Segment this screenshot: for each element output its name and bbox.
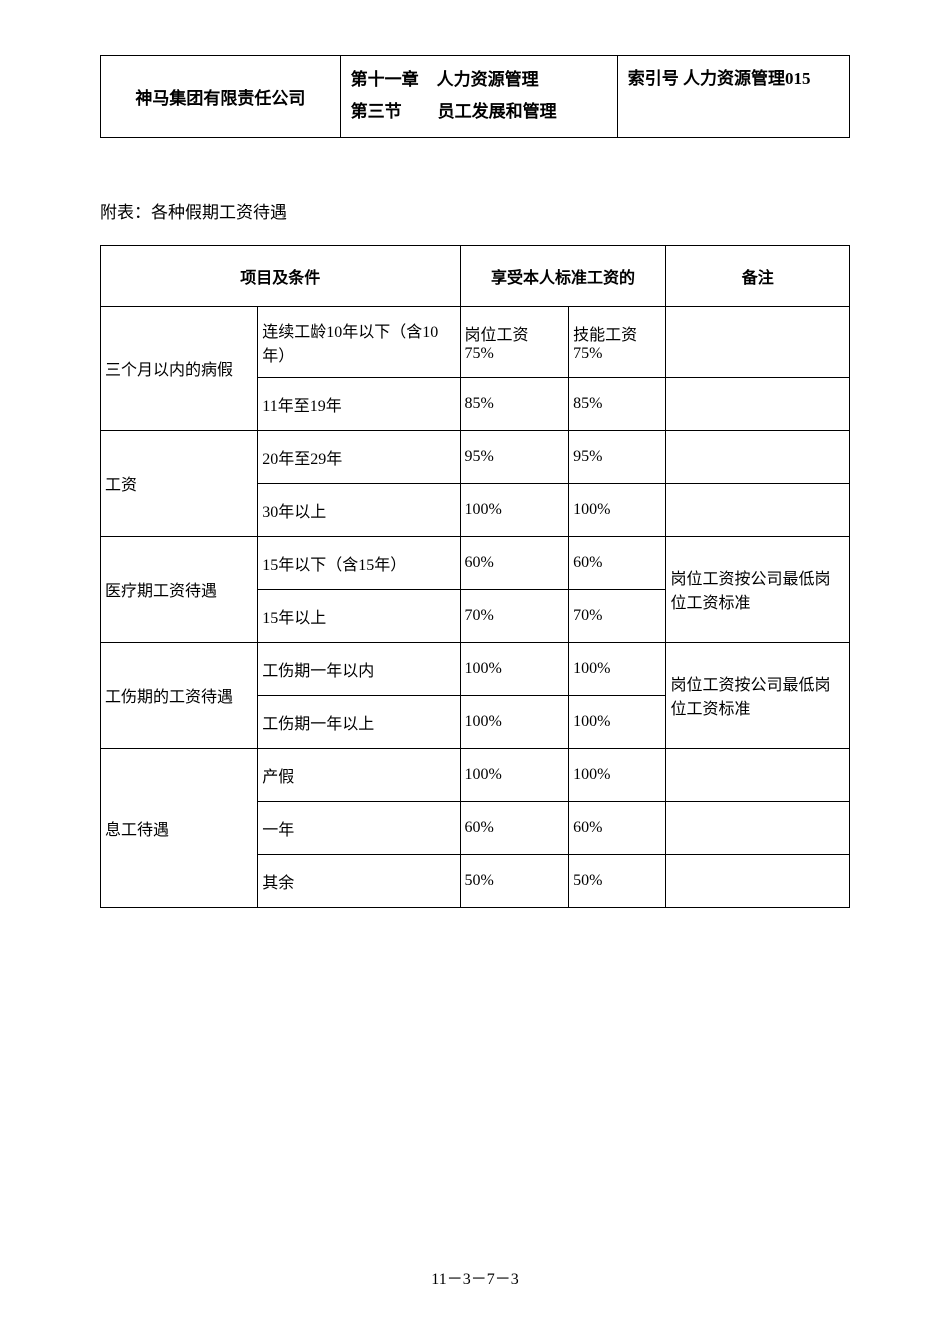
percentage-cell: 100% (460, 483, 569, 536)
percentage-cell: 技能工资 75% (569, 306, 666, 377)
page-number: 11－3－7－3 (0, 1265, 950, 1289)
note-cell (666, 430, 850, 483)
note-cell (666, 483, 850, 536)
condition-cell: 连续工龄10年以下（含10年） (258, 306, 460, 377)
percentage-cell: 岗位工资 75% (460, 306, 569, 377)
percentage-cell: 100% (569, 483, 666, 536)
condition-cell: 一年 (258, 801, 460, 854)
condition-cell: 20年至29年 (258, 430, 460, 483)
company-name: 神马集团有限责任公司 (135, 89, 305, 108)
percentage-cell: 85% (569, 377, 666, 430)
attachment-title: 附表：各种假期工资待遇 (100, 198, 850, 223)
category-cell: 工资 (101, 430, 258, 536)
percentage-cell: 60% (569, 801, 666, 854)
condition-cell: 工伤期一年以上 (258, 695, 460, 748)
percentage-cell: 100% (569, 642, 666, 695)
section-number: 第三节 (351, 102, 402, 121)
p1-value: 75% (465, 345, 494, 362)
section-line: 第三节 员工发展和管理 (351, 96, 607, 128)
chapter-number: 第十一章 (351, 70, 419, 89)
table-row: 三个月以内的病假 连续工龄10年以下（含10年） 岗位工资 75% 技能工资 7… (101, 306, 850, 377)
condition-text: 连续工龄10年以下（含10年） (262, 324, 438, 365)
percentage-cell: 60% (569, 536, 666, 589)
percentage-cell: 60% (460, 801, 569, 854)
chapter-section-cell: 第十一章人力资源管理 第三节 员工发展和管理 (340, 56, 617, 138)
sub-header-p1: 岗位工资 (465, 327, 529, 344)
category-cell: 医疗期工资待遇 (101, 536, 258, 642)
document-header-table: 神马集团有限责任公司 第十一章人力资源管理 第三节 员工发展和管理 索引号 人力资… (100, 55, 850, 138)
section-title: 员工发展和管理 (438, 102, 557, 121)
note-cell (666, 748, 850, 801)
header-salary-percentage: 享受本人标准工资的 (460, 245, 666, 306)
note-cell: 岗位工资按公司最低岗位工资标准 (666, 536, 850, 642)
index-value: 人力资源管理015 (683, 69, 811, 88)
p2-value: 75% (573, 345, 602, 362)
table-row: 工资 20年至29年 95% 95% (101, 430, 850, 483)
note-cell (666, 377, 850, 430)
percentage-cell: 95% (569, 430, 666, 483)
note-cell (666, 801, 850, 854)
condition-cell: 工伤期一年以内 (258, 642, 460, 695)
index-label: 索引号 (628, 69, 679, 88)
table-row: 工伤期的工资待遇 工伤期一年以内 100% 100% 岗位工资按公司最低岗位工资… (101, 642, 850, 695)
condition-cell: 产假 (258, 748, 460, 801)
percentage-cell: 70% (460, 589, 569, 642)
index-cell: 索引号 人力资源管理015 (617, 56, 849, 138)
table-row: 息工待遇 产假 100% 100% (101, 748, 850, 801)
percentage-cell: 100% (569, 748, 666, 801)
note-cell (666, 306, 850, 377)
percentage-cell: 100% (460, 748, 569, 801)
note-cell: 岗位工资按公司最低岗位工资标准 (666, 642, 850, 748)
percentage-cell: 60% (460, 536, 569, 589)
sub-header-p2: 技能工资 (573, 327, 637, 344)
condition-cell: 15年以上 (258, 589, 460, 642)
table-row: 医疗期工资待遇 15年以下（含15年） 60% 60% 岗位工资按公司最低岗位工… (101, 536, 850, 589)
percentage-cell: 100% (460, 695, 569, 748)
percentage-cell: 70% (569, 589, 666, 642)
header-notes: 备注 (666, 245, 850, 306)
category-cell: 息工待遇 (101, 748, 258, 907)
condition-cell: 15年以下（含15年） (258, 536, 460, 589)
category-cell: 工伤期的工资待遇 (101, 642, 258, 748)
table-header-row: 项目及条件 享受本人标准工资的 备注 (101, 245, 850, 306)
chapter-line: 第十一章人力资源管理 (351, 64, 607, 96)
category-cell: 三个月以内的病假 (101, 306, 258, 430)
header-items-conditions: 项目及条件 (101, 245, 461, 306)
percentage-cell: 85% (460, 377, 569, 430)
percentage-cell: 100% (460, 642, 569, 695)
percentage-cell: 50% (460, 854, 569, 907)
condition-cell: 30年以上 (258, 483, 460, 536)
condition-cell: 其余 (258, 854, 460, 907)
percentage-cell: 50% (569, 854, 666, 907)
percentage-cell: 100% (569, 695, 666, 748)
note-cell (666, 854, 850, 907)
company-name-cell: 神马集团有限责任公司 (101, 56, 341, 138)
chapter-title: 人力资源管理 (437, 70, 539, 89)
salary-treatment-table: 项目及条件 享受本人标准工资的 备注 三个月以内的病假 连续工龄10年以下（含1… (100, 245, 850, 908)
percentage-cell: 95% (460, 430, 569, 483)
condition-cell: 11年至19年 (258, 377, 460, 430)
